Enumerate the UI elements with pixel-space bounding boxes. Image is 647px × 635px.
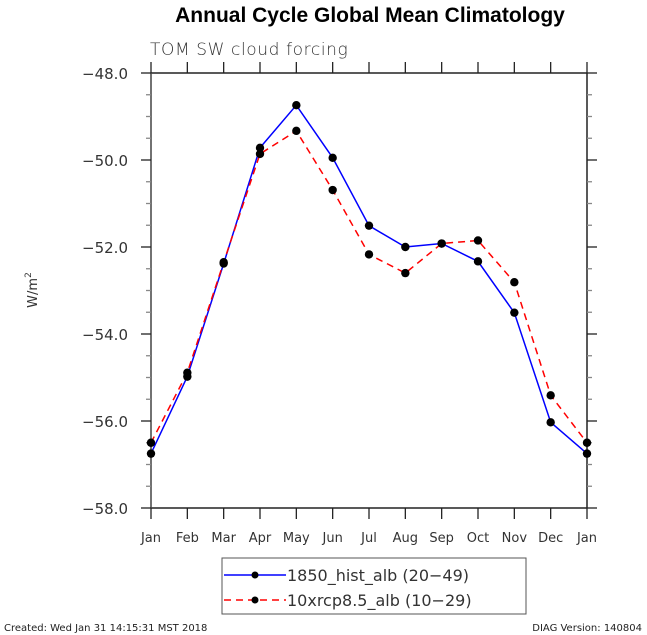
legend: 1850_hist_alb (20−49) 10xrcp8.5_alb (10−… <box>221 557 527 615</box>
series-group <box>146 100 592 458</box>
y-tick-label: −56.0 <box>82 413 128 431</box>
x-tick-label: Jan <box>140 531 161 546</box>
data-point-series-1 <box>546 418 555 427</box>
data-point-series-2 <box>437 239 446 248</box>
data-point-series-2 <box>473 236 483 245</box>
x-tick-label: Jan <box>576 531 597 546</box>
y-axis-label-text: W/m <box>26 278 41 308</box>
data-point-series-2 <box>546 391 555 400</box>
x-tick-labels: Jan Feb Mar Apr May Jun Jul Aug Sep Oct Nov Dec Jan <box>140 531 597 546</box>
axes <box>141 62 597 519</box>
legend-box <box>221 557 527 615</box>
x-tick-label: Aug <box>393 531 418 546</box>
y-tick-label: −52.0 <box>82 239 128 257</box>
data-point-series-2 <box>401 268 410 278</box>
legend-label-series-1: 1850_hist_alb (20−49) <box>287 566 469 586</box>
data-point-series-1 <box>401 242 410 252</box>
x-tick-label: Sep <box>429 531 454 546</box>
y-axis-label: W/m2 <box>24 272 41 308</box>
data-point-series-1 <box>292 100 301 110</box>
data-point-series-2 <box>328 185 337 195</box>
data-point-series-2 <box>364 250 374 259</box>
data-point-series-2 <box>510 278 519 287</box>
data-point-series-2 <box>582 438 592 447</box>
legend-label-series-2: 10xrcp8.5_alb (10−29) <box>287 591 472 611</box>
data-point-series-1 <box>146 449 156 458</box>
data-point-series-2 <box>255 149 265 159</box>
y-tick-label: −54.0 <box>82 326 128 344</box>
data-point-series-1 <box>255 143 265 153</box>
data-point-series-2 <box>146 438 156 447</box>
data-point-series-1 <box>510 308 519 317</box>
y-axis-label-superscript: 2 <box>24 272 34 278</box>
chart-title: Annual Cycle Global Mean Climatology <box>175 4 565 27</box>
footer-version: DIAG Version: 140804 <box>532 623 642 634</box>
x-tick-label: Apr <box>249 531 272 546</box>
x-tick-label: Nov <box>502 531 528 546</box>
data-point-series-1 <box>582 449 592 458</box>
footer-created: Created: Wed Jan 31 14:15:31 MST 2018 <box>4 623 207 634</box>
x-tick-label: Feb <box>176 531 199 546</box>
y-tick-labels: −48.0 −50.0 −52.0 −54.0 −56.0 −58.0 <box>82 65 128 518</box>
x-tick-label: Jul <box>360 531 377 546</box>
x-tick-label: Dec <box>538 531 563 546</box>
y-tick-label: −48.0 <box>82 65 128 83</box>
x-tick-label: Oct <box>467 531 489 546</box>
chart-subtitle: TOM SW cloud forcing <box>150 40 348 60</box>
data-point-series-1 <box>364 221 374 230</box>
legend-marker-series-1 <box>251 571 259 579</box>
data-point-series-2 <box>292 126 301 136</box>
y-tick-label: −50.0 <box>82 152 128 170</box>
x-tick-label: May <box>283 531 310 546</box>
data-point-series-1 <box>473 257 483 266</box>
y-tick-label: −58.0 <box>82 500 128 518</box>
data-point-series-2 <box>219 258 228 267</box>
legend-marker-series-2 <box>251 596 259 604</box>
series-line-1 <box>150 103 588 455</box>
x-tick-label: Mar <box>211 531 236 546</box>
x-tick-label: Jun <box>322 531 343 546</box>
data-point-series-1 <box>328 153 337 163</box>
data-point-series-2 <box>183 368 192 377</box>
